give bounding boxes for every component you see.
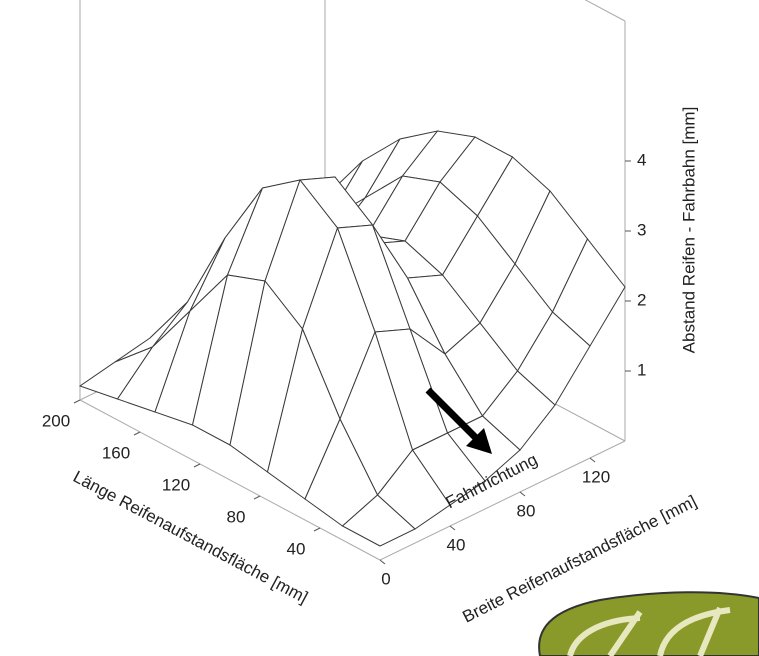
x-tick-label: 120 xyxy=(162,475,190,494)
x-tick xyxy=(193,463,201,468)
z-axis-title: Abstand Reifen - Fahrbahn [mm] xyxy=(679,107,698,354)
y-tick xyxy=(589,457,596,463)
surface-cell xyxy=(341,494,416,547)
x-tick xyxy=(73,399,81,404)
x-tick xyxy=(313,527,321,532)
z-tick-label: 2 xyxy=(637,290,646,309)
y-tick xyxy=(449,525,456,531)
direction-arrow-head xyxy=(466,428,492,454)
box-edge xyxy=(79,399,381,561)
tire-photo xyxy=(538,591,759,656)
x-tick-label: 160 xyxy=(102,443,130,462)
surface xyxy=(78,130,626,547)
z-tick-label: 1 xyxy=(637,360,646,379)
x-tick-label: 80 xyxy=(227,507,246,526)
y-tick-label: 0 xyxy=(381,569,390,588)
x-tick xyxy=(253,495,261,500)
x-tick-label: 200 xyxy=(42,411,70,430)
direction-arrow-shaft xyxy=(425,387,481,443)
z-tick-label: 4 xyxy=(637,150,646,169)
box-edge xyxy=(584,0,626,22)
y-tick xyxy=(519,491,526,497)
y-tick-label: 120 xyxy=(582,467,610,486)
z-tick-label: 3 xyxy=(637,220,646,239)
y-tick-label: 40 xyxy=(447,535,466,554)
y-tick-label: 80 xyxy=(517,501,536,520)
y-tick xyxy=(379,559,386,565)
box-edge xyxy=(379,440,626,561)
x-axis-title: Länge Reifenaufstandsfläche [mm] xyxy=(70,467,311,607)
x-tick xyxy=(133,431,141,436)
x-tick-label: 40 xyxy=(287,539,306,558)
tire-tread xyxy=(567,606,731,656)
